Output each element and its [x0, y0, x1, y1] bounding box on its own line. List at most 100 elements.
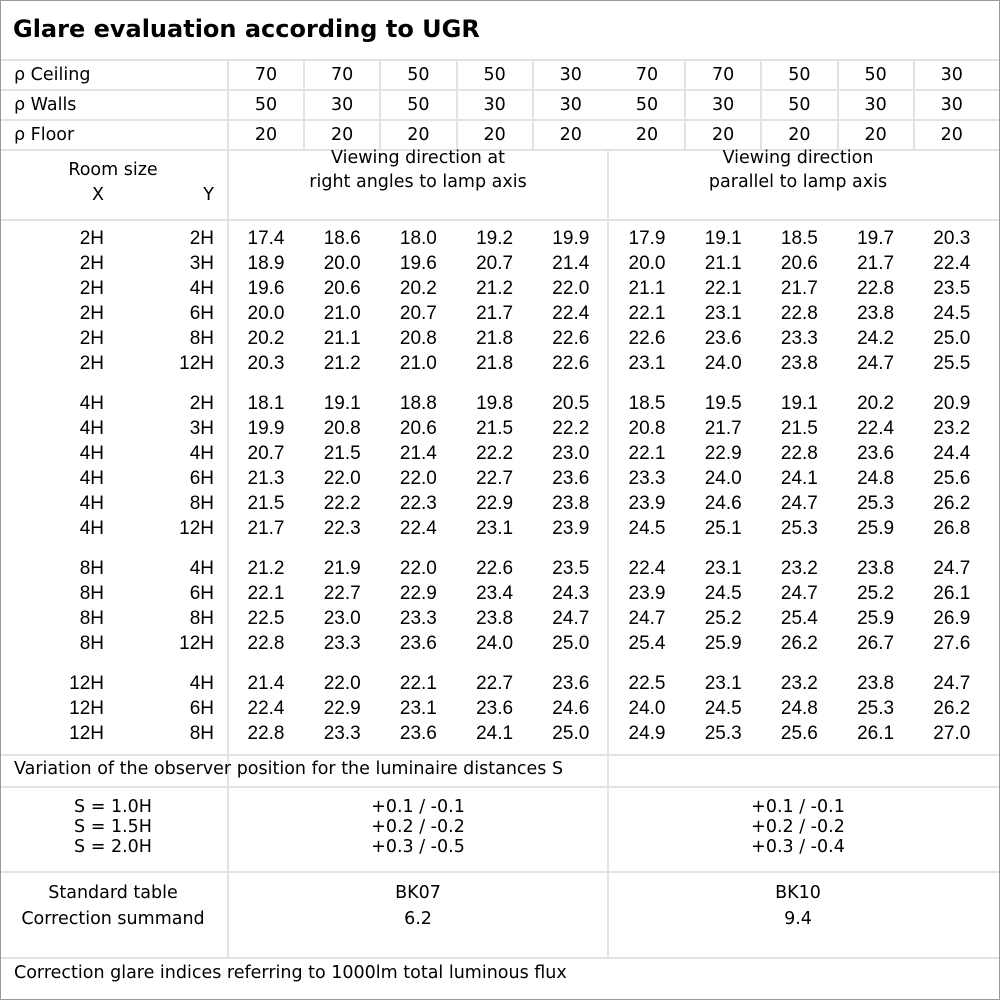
reflectance-value: 30	[559, 65, 582, 85]
ugr-value: 22.1	[628, 303, 666, 324]
room-x-value: 8H	[79, 633, 104, 654]
ugr-value: 17.4	[247, 228, 285, 249]
ugr-value: 23.2	[780, 673, 818, 694]
divider	[1, 754, 999, 756]
direction-header-line1: Viewing direction at	[331, 148, 505, 168]
ugr-value: 22.6	[476, 558, 514, 579]
room-x-value: 8H	[79, 583, 104, 604]
ugr-value: 18.0	[399, 228, 437, 249]
ugr-value: 19.8	[476, 393, 514, 414]
ugr-value: 22.8	[780, 303, 818, 324]
ugr-value: 23.6	[857, 443, 895, 464]
ugr-value: 24.8	[780, 698, 818, 719]
ugr-value: 25.3	[857, 698, 895, 719]
divider	[531, 60, 534, 150]
room-y-value: 4H	[189, 278, 214, 299]
reflectance-value: 50	[407, 95, 430, 115]
room-x-value: 4H	[79, 443, 104, 464]
ugr-value: 22.4	[857, 418, 895, 439]
reflectance-label: ρ Floor	[14, 125, 75, 145]
ugr-value: 24.6	[704, 493, 742, 514]
room-size-y-label: Y	[203, 185, 214, 205]
reflectance-value: 70	[712, 65, 735, 85]
ugr-value: 23.6	[552, 673, 590, 694]
standard-table-label: Standard table	[48, 883, 178, 903]
reflectance-value: 30	[940, 65, 963, 85]
ugr-value: 24.0	[704, 353, 742, 374]
ugr-value: 17.9	[628, 228, 666, 249]
divider	[379, 60, 382, 150]
ugr-value: 24.0	[476, 633, 514, 654]
ugr-value: 24.9	[628, 723, 666, 744]
ugr-value: 25.6	[780, 723, 818, 744]
ugr-value: 22.9	[704, 443, 742, 464]
room-y-value: 8H	[189, 608, 214, 629]
variation-right-angles: +0.3 / -0.5	[371, 837, 465, 857]
ugr-value: 18.6	[323, 228, 361, 249]
reflectance-value: 50	[788, 65, 811, 85]
ugr-value: 25.1	[704, 518, 742, 539]
ugr-value: 21.2	[323, 353, 361, 374]
reflectance-value: 70	[254, 65, 278, 85]
ugr-value: 23.3	[323, 723, 361, 744]
room-y-value: 4H	[189, 558, 214, 579]
ugr-value: 21.5	[323, 443, 361, 464]
ugr-value: 23.1	[704, 303, 742, 324]
ugr-value: 22.0	[323, 468, 361, 489]
reflectance-value: 70	[331, 65, 354, 85]
room-x-value: 4H	[79, 493, 104, 514]
ugr-value: 24.7	[857, 353, 895, 374]
ugr-value: 24.4	[933, 443, 971, 464]
ugr-value: 27.6	[933, 633, 971, 654]
ugr-value: 23.3	[780, 328, 818, 349]
ugr-value: 22.7	[476, 468, 514, 489]
ugr-value: 20.0	[323, 253, 361, 274]
ugr-value: 23.1	[628, 353, 666, 374]
ugr-value: 22.4	[552, 303, 590, 324]
ugr-value: 24.5	[704, 698, 742, 719]
ugr-value: 24.1	[780, 468, 818, 489]
ugr-value: 26.8	[933, 518, 971, 539]
room-x-value: 2H	[79, 253, 104, 274]
reflectance-value: 50	[254, 95, 278, 115]
ugr-value: 22.4	[933, 253, 971, 274]
ugr-value: 23.8	[857, 558, 895, 579]
room-x-value: 8H	[79, 608, 104, 629]
footer-note: Correction glare indices referring to 10…	[14, 963, 567, 983]
ugr-value: 22.1	[628, 443, 666, 464]
ugr-value: 20.0	[247, 303, 285, 324]
ugr-value: 22.3	[399, 493, 437, 514]
ugr-value: 20.6	[323, 278, 361, 299]
ugr-value: 19.1	[323, 393, 361, 414]
ugr-value: 24.5	[933, 303, 971, 324]
ugr-value: 19.6	[247, 278, 285, 299]
room-y-value: 12H	[179, 633, 214, 654]
ugr-value: 22.9	[399, 583, 437, 604]
ugr-value: 20.7	[476, 253, 514, 274]
observer-distance: S = 1.0H	[74, 797, 152, 817]
ugr-value: 23.9	[552, 518, 590, 539]
reflectance-value: 30	[712, 95, 735, 115]
ugr-value: 25.4	[780, 608, 818, 629]
variation-label: Variation of the observer position for t…	[14, 759, 564, 779]
room-y-value: 8H	[189, 328, 214, 349]
ugr-value: 20.8	[628, 418, 666, 439]
ugr-value: 19.2	[476, 228, 514, 249]
ugr-value: 21.2	[247, 558, 285, 579]
ugr-value: 21.4	[552, 253, 590, 274]
ugr-value: 20.8	[323, 418, 361, 439]
room-y-value: 6H	[189, 698, 214, 719]
ugr-value: 24.0	[704, 468, 742, 489]
room-x-value: 12H	[69, 673, 104, 694]
room-y-value: 4H	[189, 673, 214, 694]
ugr-value: 22.0	[323, 673, 361, 694]
ugr-value: 23.2	[933, 418, 971, 439]
room-x-value: 4H	[79, 518, 104, 539]
ugr-value: 21.0	[399, 353, 437, 374]
room-y-value: 3H	[189, 418, 214, 439]
ugr-value: 25.9	[704, 633, 742, 654]
ugr-value: 20.6	[399, 418, 437, 439]
direction-header-line2: right angles to lamp axis	[309, 172, 527, 192]
ugr-value: 25.2	[857, 583, 895, 604]
divider	[1, 149, 999, 151]
